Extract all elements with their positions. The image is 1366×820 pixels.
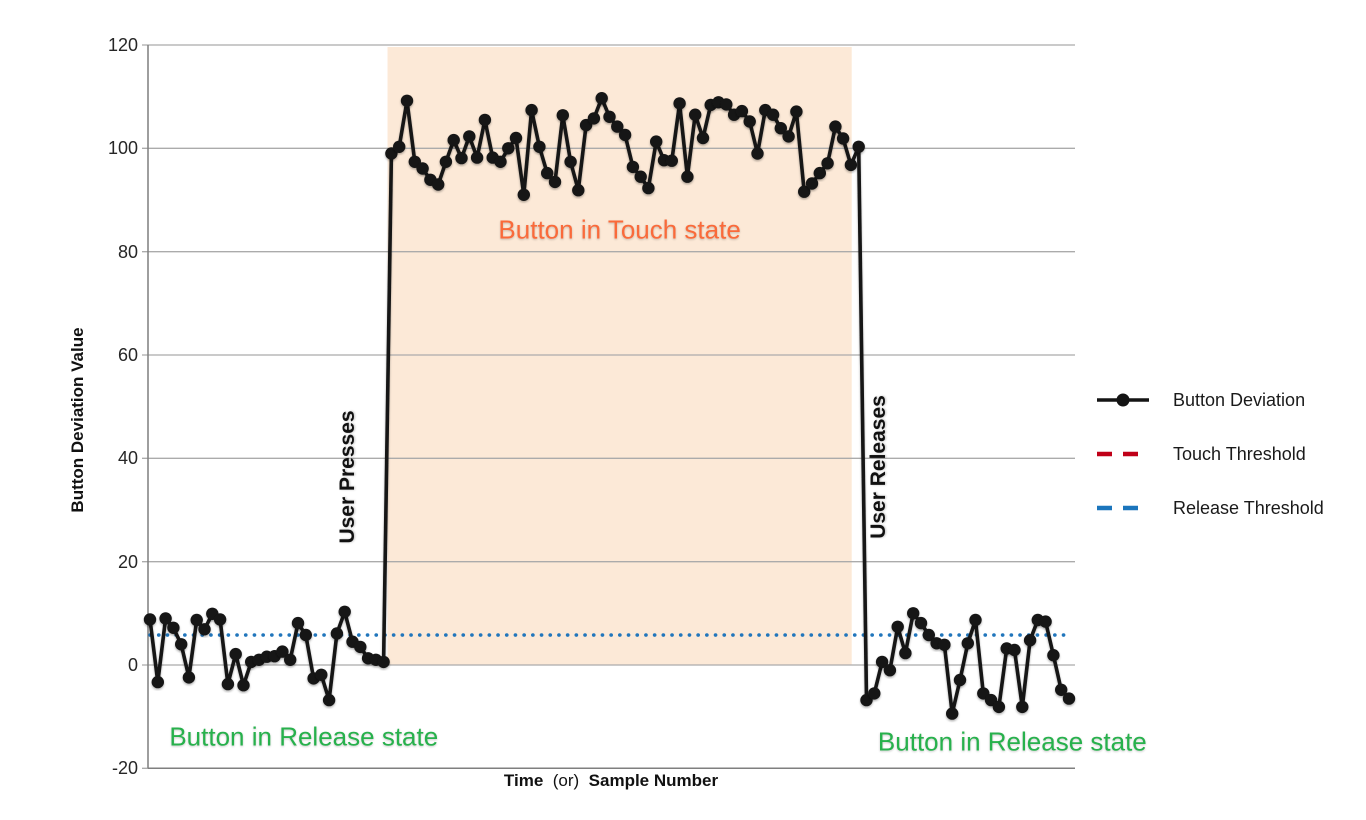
y-axis-tick: 80	[117, 241, 138, 262]
annotation-user-releases: User Releases	[866, 395, 890, 539]
legend-item-button-deviation: Button Deviation	[1095, 389, 1324, 411]
legend-item-release-threshold: Release Threshold	[1095, 497, 1324, 519]
y-axis-tick: 60	[117, 344, 138, 365]
y-axis-tick: 40	[117, 448, 138, 469]
x-axis-title-part: Sample Number	[588, 771, 719, 790]
annotation-release-state-left: Button in Release state	[169, 721, 439, 752]
y-axis-tick: 120	[107, 34, 138, 55]
y-axis-tick: 20	[117, 551, 138, 572]
x-axis-title: Time (or) Sample Number	[504, 771, 718, 791]
dashed-blue-line-icon	[1097, 505, 1149, 511]
line-marker-icon	[1097, 393, 1149, 407]
legend-label: Release Threshold	[1173, 497, 1324, 518]
annotation-user-presses: User Presses	[335, 410, 359, 544]
legend-label: Button Deviation	[1173, 389, 1306, 410]
legend-label: Touch Threshold	[1173, 443, 1306, 464]
annotation-touch-state: Button in Touch state	[498, 214, 741, 245]
y-axis-title: Button Deviation Value	[68, 327, 87, 513]
legend-item-touch-threshold: Touch Threshold	[1095, 443, 1324, 465]
y-axis-tick: 100	[107, 138, 138, 159]
x-axis-title-part: Time	[503, 771, 544, 790]
legend: Button Deviation Touch Threshold Release…	[1095, 389, 1324, 551]
dashed-red-line-icon	[1097, 451, 1149, 457]
annotation-release-state-right: Button in Release state	[877, 726, 1147, 757]
x-axis-title-part: (or)	[552, 771, 580, 790]
y-axis-tick: 0	[127, 655, 138, 675]
y-axis-tick: -20	[111, 758, 138, 779]
